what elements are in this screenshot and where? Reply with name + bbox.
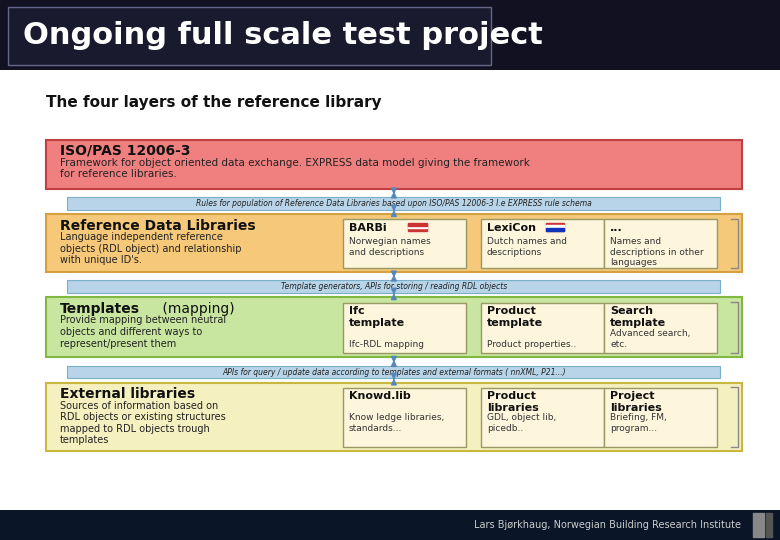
Text: Rules for population of Reference Data Libraries based upon ISO/PAS 12006-3 I.e : Rules for population of Reference Data L… <box>196 199 592 208</box>
Bar <box>546 223 565 231</box>
FancyBboxPatch shape <box>46 383 742 451</box>
Text: Lars Bjørkhaug, Norwegian Building Research Institute: Lars Bjørkhaug, Norwegian Building Resea… <box>474 520 741 530</box>
Text: Provide mapping between neutral
objects and different ways to
represent/present : Provide mapping between neutral objects … <box>60 315 226 348</box>
Text: Product
template: Product template <box>487 306 543 328</box>
Text: Ifc
template: Ifc template <box>349 306 405 328</box>
Text: The four layers of the reference library: The four layers of the reference library <box>46 95 381 110</box>
FancyBboxPatch shape <box>343 219 466 267</box>
FancyBboxPatch shape <box>46 139 742 188</box>
Text: Search
template: Search template <box>610 306 666 328</box>
FancyBboxPatch shape <box>343 302 466 353</box>
Text: Dutch names and
descriptions: Dutch names and descriptions <box>487 237 567 256</box>
Text: APIs for query / update data according to templates and external formats ( nnXML: APIs for query / update data according t… <box>222 368 566 376</box>
Text: ...: ... <box>610 223 622 233</box>
Text: LexiCon: LexiCon <box>487 223 536 233</box>
Bar <box>753 513 764 537</box>
Text: Advanced search,
etc.: Advanced search, etc. <box>610 329 690 349</box>
Text: Names and
descriptions in other
languages: Names and descriptions in other language… <box>610 237 704 267</box>
Text: Ongoing full scale test project: Ongoing full scale test project <box>23 21 544 50</box>
FancyBboxPatch shape <box>604 219 717 267</box>
FancyBboxPatch shape <box>481 219 604 267</box>
Text: Know ledge libraries,
standards...: Know ledge libraries, standards... <box>349 414 444 433</box>
Text: GDL, object lib,
picedb..: GDL, object lib, picedb.. <box>487 414 556 433</box>
Bar <box>409 224 427 226</box>
FancyBboxPatch shape <box>46 214 742 272</box>
Text: Templates: Templates <box>60 302 140 316</box>
Text: Norwegian names
and descriptions: Norwegian names and descriptions <box>349 237 431 256</box>
Text: Sources of information based on
RDL objects or existing structures
mapped to RDL: Sources of information based on RDL obje… <box>60 401 226 446</box>
Text: ISO/PAS 12006-3: ISO/PAS 12006-3 <box>60 144 191 158</box>
Text: Template generators, APIs for storing / reading RDL objects: Template generators, APIs for storing / … <box>281 282 507 291</box>
Text: Project
libraries: Project libraries <box>610 392 661 413</box>
FancyBboxPatch shape <box>481 302 604 353</box>
FancyBboxPatch shape <box>604 388 717 447</box>
Bar <box>546 225 565 228</box>
Text: Knowd.lib: Knowd.lib <box>349 392 411 401</box>
Text: Product properties..: Product properties.. <box>487 340 576 349</box>
Bar <box>409 226 427 228</box>
FancyBboxPatch shape <box>481 388 604 447</box>
FancyBboxPatch shape <box>46 298 742 357</box>
FancyBboxPatch shape <box>67 366 721 379</box>
Text: Briefing, FM,
program...: Briefing, FM, program... <box>610 414 667 433</box>
FancyBboxPatch shape <box>604 302 717 353</box>
Text: Framework for object oriented data exchange. EXPRESS data model giving the frame: Framework for object oriented data excha… <box>60 158 530 179</box>
Text: Product
libraries: Product libraries <box>487 392 538 413</box>
Text: BARBi: BARBi <box>349 223 387 233</box>
Text: Ifc-RDL mapping: Ifc-RDL mapping <box>349 340 424 349</box>
Bar <box>409 223 427 231</box>
Text: Reference Data Libraries: Reference Data Libraries <box>60 219 256 233</box>
FancyBboxPatch shape <box>67 280 721 293</box>
FancyBboxPatch shape <box>343 388 466 447</box>
Bar <box>766 513 772 537</box>
Text: External libraries: External libraries <box>60 387 195 401</box>
Text: Language independent reference
objects (RDL object) and relationship
with unique: Language independent reference objects (… <box>60 232 242 265</box>
Text: (mapping): (mapping) <box>158 302 235 316</box>
FancyBboxPatch shape <box>8 7 491 65</box>
FancyBboxPatch shape <box>67 197 721 210</box>
Bar <box>546 228 565 231</box>
